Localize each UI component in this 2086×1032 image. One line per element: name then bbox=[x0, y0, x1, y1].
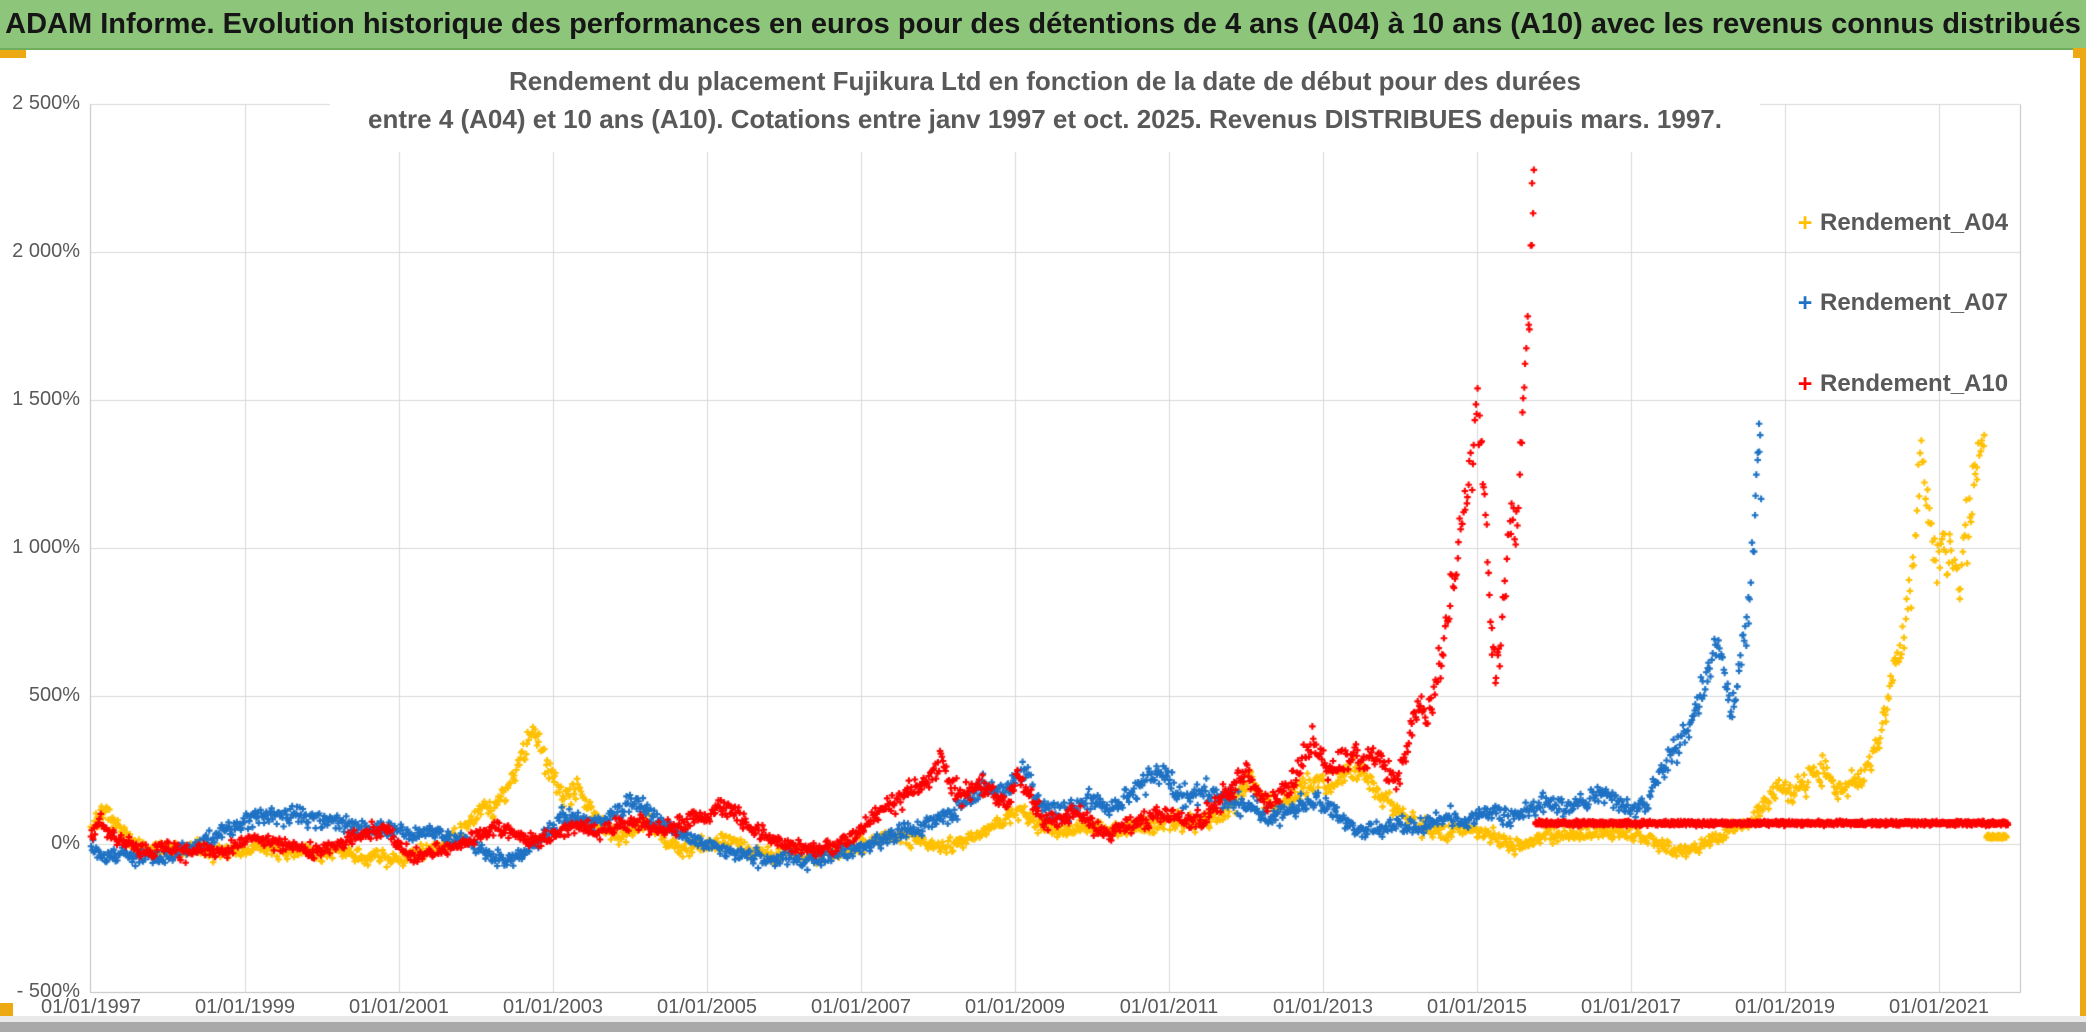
x-axis-tick-label: 01/01/2019 bbox=[1734, 996, 1836, 1018]
legend-label-a07: Rendement_A07 bbox=[1820, 289, 2009, 316]
x-axis-tick-label: 01/01/2017 bbox=[1580, 996, 1682, 1018]
chart-title: Rendement du placement Fujikura Ltd en f… bbox=[330, 62, 1760, 152]
chart-title-line2: entre 4 (A04) et 10 ans (A10). Cotations… bbox=[368, 104, 1722, 134]
plus-marker-icon-a10: + bbox=[1797, 369, 1813, 398]
plus-marker-icon-a04: + bbox=[1797, 208, 1813, 237]
bottom-scrollbar-strip bbox=[0, 1022, 2086, 1032]
x-axis-tick-label: 01/01/2011 bbox=[1119, 996, 1219, 1018]
x-axis-tick-label: 01/01/2007 bbox=[810, 996, 912, 1018]
x-axis-tick-label: 01/01/2001 bbox=[348, 996, 450, 1018]
legend-item-rendement-a07[interactable]: + Rendement_A07 bbox=[1790, 285, 2008, 321]
y-axis-tick-label: - 500% bbox=[16, 980, 80, 1002]
chart-title-line1: Rendement du placement Fujikura Ltd en f… bbox=[509, 66, 1581, 96]
x-axis-tick-label: 01/01/2005 bbox=[656, 996, 758, 1018]
legend-label-a04: Rendement_A04 bbox=[1820, 209, 2009, 236]
x-axis-tick-label: 01/01/1997 bbox=[40, 996, 142, 1018]
y-axis-tick-label: 2 500% bbox=[12, 92, 80, 114]
legend-label-a10: Rendement_A10 bbox=[1820, 370, 2009, 397]
y-axis-tick-label: 500% bbox=[28, 684, 80, 706]
legend-item-rendement-a10[interactable]: + Rendement_A10 bbox=[1790, 366, 2008, 402]
x-axis-tick-label: 01/01/2013 bbox=[1272, 996, 1374, 1018]
x-axis-tick-label: 01/01/2003 bbox=[502, 996, 604, 1018]
bottom-strip-light bbox=[0, 1016, 2086, 1022]
plus-marker-icon-a07: + bbox=[1797, 288, 1813, 317]
x-axis-tick-label: 01/01/1999 bbox=[194, 996, 296, 1018]
y-axis-tick-label: 1 500% bbox=[12, 388, 80, 410]
y-axis-tick-label: 2 000% bbox=[12, 240, 80, 262]
legend-item-rendement-a04[interactable]: + Rendement_A04 bbox=[1790, 205, 2008, 241]
x-axis-tick-label: 01/01/2009 bbox=[964, 996, 1066, 1018]
y-axis-tick-label: 1 000% bbox=[12, 536, 80, 558]
x-axis-tick-label: 01/01/2015 bbox=[1426, 996, 1528, 1018]
y-axis-tick-label: 0% bbox=[51, 832, 80, 854]
x-axis-tick-label: 01/01/2021 bbox=[1888, 996, 1990, 1018]
